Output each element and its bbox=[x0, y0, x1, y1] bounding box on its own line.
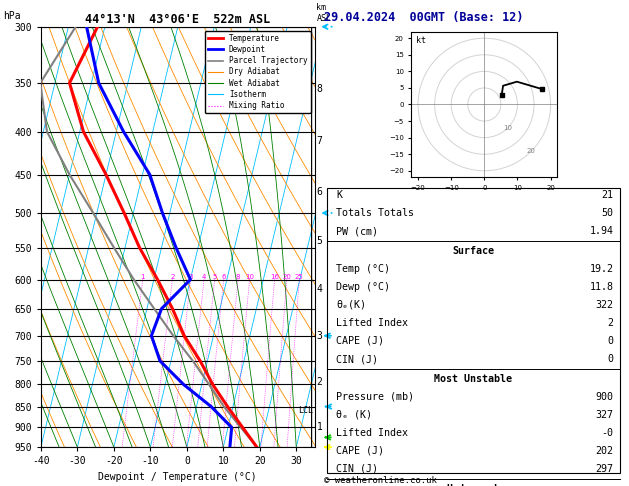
Text: CIN (J): CIN (J) bbox=[336, 354, 378, 364]
Text: LCL: LCL bbox=[298, 406, 313, 416]
Text: CIN (J): CIN (J) bbox=[336, 464, 378, 474]
Text: PW (cm): PW (cm) bbox=[336, 226, 378, 236]
Text: 10: 10 bbox=[503, 125, 512, 131]
Text: 11.8: 11.8 bbox=[590, 282, 614, 292]
Text: Hodograph: Hodograph bbox=[447, 484, 500, 486]
Text: Lifted Index: Lifted Index bbox=[336, 318, 408, 328]
Text: θₑ(K): θₑ(K) bbox=[336, 300, 366, 310]
Text: 900: 900 bbox=[596, 392, 614, 401]
Text: 202: 202 bbox=[596, 446, 614, 456]
Text: Temp (°C): Temp (°C) bbox=[336, 264, 390, 274]
Text: 5: 5 bbox=[213, 274, 217, 279]
Text: 1: 1 bbox=[316, 422, 322, 433]
Text: 322: 322 bbox=[596, 300, 614, 310]
Text: 2: 2 bbox=[608, 318, 614, 328]
Text: Totals Totals: Totals Totals bbox=[336, 208, 414, 218]
Text: 327: 327 bbox=[596, 410, 614, 420]
Text: 0: 0 bbox=[608, 354, 614, 364]
Text: 3: 3 bbox=[188, 274, 193, 279]
Text: 6: 6 bbox=[316, 187, 322, 197]
Text: K: K bbox=[336, 190, 342, 200]
Text: 2: 2 bbox=[316, 377, 322, 387]
Legend: Temperature, Dewpoint, Parcel Trajectory, Dry Adiabat, Wet Adiabat, Isotherm, Mi: Temperature, Dewpoint, Parcel Trajectory… bbox=[204, 31, 311, 113]
Text: θₑ (K): θₑ (K) bbox=[336, 410, 372, 420]
Text: hPa: hPa bbox=[3, 12, 21, 21]
Text: Lifted Index: Lifted Index bbox=[336, 428, 408, 438]
Text: km
ASL: km ASL bbox=[316, 3, 331, 22]
Text: 7: 7 bbox=[316, 136, 322, 146]
Text: 8: 8 bbox=[236, 274, 240, 279]
Text: -0: -0 bbox=[602, 428, 614, 438]
Text: CAPE (J): CAPE (J) bbox=[336, 446, 384, 456]
Text: 1: 1 bbox=[140, 274, 145, 279]
Text: 4: 4 bbox=[316, 284, 322, 294]
Text: 29.04.2024  00GMT (Base: 12): 29.04.2024 00GMT (Base: 12) bbox=[324, 11, 523, 24]
Text: 1.94: 1.94 bbox=[590, 226, 614, 236]
Text: Most Unstable: Most Unstable bbox=[434, 374, 513, 383]
Text: Pressure (mb): Pressure (mb) bbox=[336, 392, 414, 401]
Text: 4: 4 bbox=[202, 274, 206, 279]
X-axis label: Dewpoint / Temperature (°C): Dewpoint / Temperature (°C) bbox=[98, 472, 257, 482]
Text: 0: 0 bbox=[608, 336, 614, 346]
Text: kt: kt bbox=[416, 36, 426, 45]
Text: Dewp (°C): Dewp (°C) bbox=[336, 282, 390, 292]
Text: © weatheronline.co.uk: © weatheronline.co.uk bbox=[324, 476, 437, 485]
Text: 20: 20 bbox=[282, 274, 291, 279]
Text: 10: 10 bbox=[245, 274, 254, 279]
Text: 297: 297 bbox=[596, 464, 614, 474]
Text: 25: 25 bbox=[295, 274, 304, 279]
Text: 6: 6 bbox=[221, 274, 226, 279]
Title: 44°13'N  43°06'E  522m ASL: 44°13'N 43°06'E 522m ASL bbox=[85, 13, 270, 26]
Text: 16: 16 bbox=[270, 274, 279, 279]
Text: Surface: Surface bbox=[452, 245, 494, 256]
Text: 5: 5 bbox=[316, 236, 322, 246]
Text: 8: 8 bbox=[316, 84, 322, 94]
Text: 20: 20 bbox=[526, 148, 535, 154]
Text: 19.2: 19.2 bbox=[590, 264, 614, 274]
Text: CAPE (J): CAPE (J) bbox=[336, 336, 384, 346]
Text: 50: 50 bbox=[602, 208, 614, 218]
Text: 3: 3 bbox=[316, 331, 322, 341]
Text: 21: 21 bbox=[602, 190, 614, 200]
Text: 2: 2 bbox=[170, 274, 174, 279]
